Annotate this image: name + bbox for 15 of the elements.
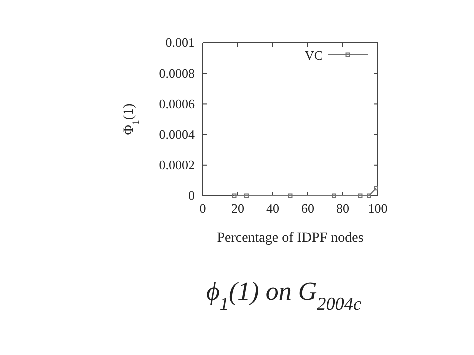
x-tick-label: 20 (232, 201, 244, 216)
y-tick-label: 0 (188, 188, 195, 204)
x-tick-label: 0 (200, 201, 206, 216)
y-tick-label: 0.0002 (159, 158, 195, 173)
x-axis-title: Percentage of IDPF nodes (217, 231, 364, 246)
x-tick-label: 80 (336, 201, 350, 216)
y-tick-label: 0.0004 (159, 126, 196, 142)
y-tick-label: 0.0006 (159, 96, 196, 112)
x-tick-label: 100 (368, 201, 388, 216)
y-tick-label: 0.001 (166, 35, 195, 50)
text: ϕ$_{1}$(1) on G$_{2004c}$ (206, 277, 362, 314)
x-tick-label: 60 (302, 201, 314, 216)
legend-label: VC (304, 48, 323, 63)
x-tick-label: 40 (266, 201, 280, 216)
y-tick-label: 0.0008 (159, 66, 195, 81)
